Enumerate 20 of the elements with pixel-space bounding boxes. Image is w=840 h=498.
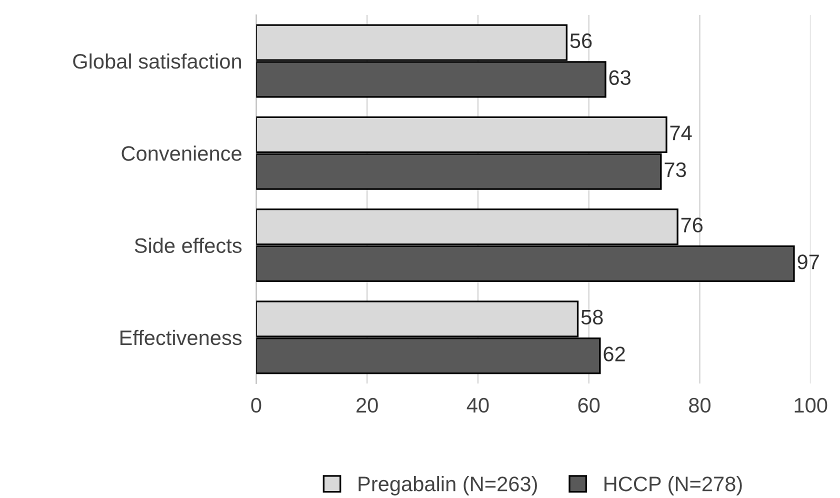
y-tick-label: Global satisfaction: [73, 53, 241, 69]
data-label: 62: [604, 346, 625, 362]
legend-label: Pregabalin (N=263): [358, 476, 537, 496]
y-tick-label: Side effects: [134, 238, 242, 254]
data-label: 58: [581, 310, 603, 325]
data-label: 63: [609, 70, 631, 86]
x-tick-label: 20: [356, 398, 378, 413]
y-tick-label: Convenience: [122, 146, 242, 161]
x-tick-label: 60: [578, 398, 600, 413]
data-label: 74: [670, 126, 692, 140]
x-tick-label: 0: [251, 398, 262, 413]
x-tick-label: 40: [466, 398, 489, 413]
y-tick-label: Effectiveness: [120, 330, 242, 346]
data-label: 97: [798, 254, 819, 270]
data-label: 73: [664, 162, 686, 178]
data-label: 56: [570, 33, 592, 48]
x-tick-label: 80: [689, 398, 710, 413]
legend-label: HCCP (N=278): [604, 476, 742, 496]
data-label: 76: [681, 218, 703, 232]
x-tick-label: 100: [794, 398, 828, 413]
